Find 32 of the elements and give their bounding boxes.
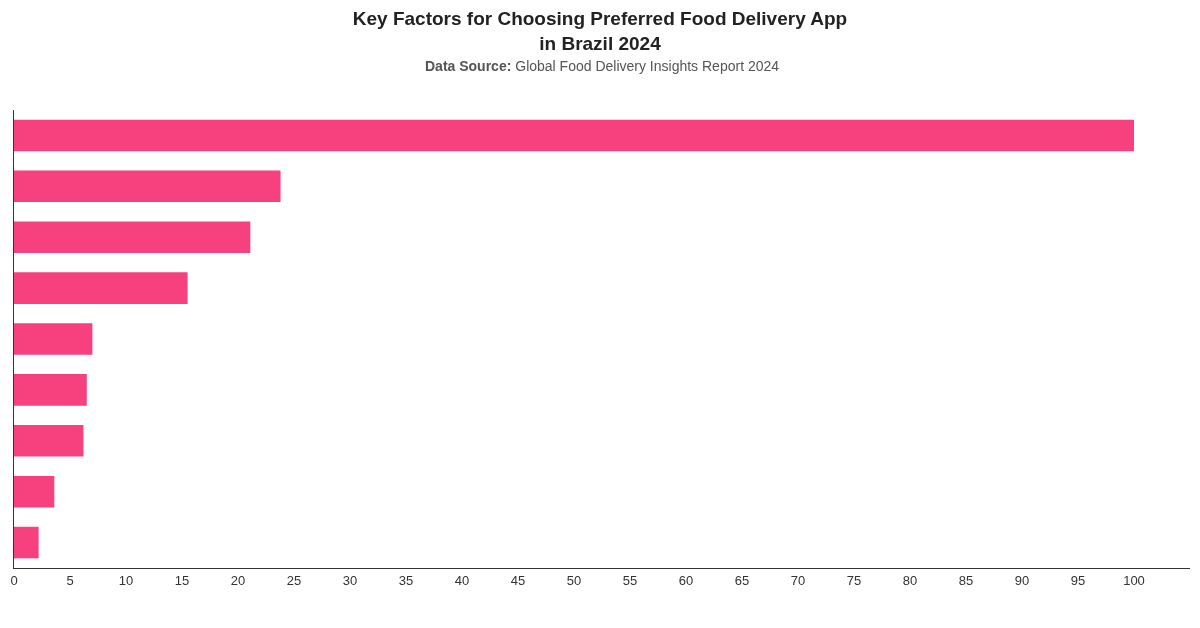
x-tick-label: 85 <box>958 572 974 588</box>
x-tick-label: 40 <box>454 572 470 588</box>
x-tick-label: 60 <box>678 572 694 588</box>
x-tick-label: 100 <box>1123 572 1145 588</box>
bar <box>14 374 87 406</box>
bar <box>14 221 251 253</box>
x-tick-label: 50 <box>566 572 582 588</box>
bar <box>14 475 55 508</box>
chart-title: Key Factors for Choosing Preferred Food Delivery App in Brazil 2024 <box>352 8 848 54</box>
bar <box>14 272 188 304</box>
x-tick-label: 30 <box>342 572 358 588</box>
x-tick-label: 70 <box>790 572 806 588</box>
x-tick-label: 10 <box>118 572 134 588</box>
x-tick-label: 15 <box>174 572 190 588</box>
bar <box>14 119 1134 152</box>
x-tick-label: 0 <box>10 572 18 588</box>
x-tick-label: 75 <box>846 572 862 588</box>
bar <box>14 425 84 457</box>
x-tick-label: 20 <box>230 572 246 588</box>
x-tick-label: 5 <box>66 572 74 588</box>
x-tick-label: 55 <box>622 572 638 588</box>
x-tick-label: 90 <box>1014 572 1030 588</box>
bar <box>14 323 93 355</box>
bar <box>14 170 281 203</box>
x-tick-label: 25 <box>286 572 302 588</box>
x-tick-label: 95 <box>1070 572 1086 588</box>
bar <box>14 526 39 559</box>
x-tick-label: 45 <box>510 572 526 588</box>
x-tick-label: 80 <box>902 572 918 588</box>
x-tick-label: 65 <box>734 572 750 588</box>
x-tick-label: 35 <box>398 572 414 588</box>
chart-subtitle: Data Source: Global Food Delivery Insights Report 2024 <box>425 58 780 74</box>
